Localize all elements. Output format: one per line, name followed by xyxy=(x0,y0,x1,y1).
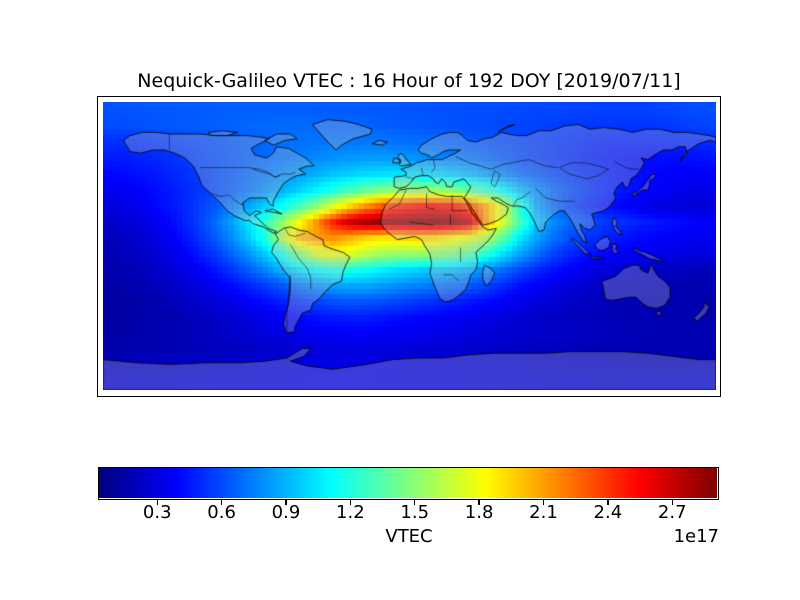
colorbar-scale-offset: 1e17 xyxy=(673,526,719,547)
chart-title: Nequick-Galileo VTEC : 16 Hour of 192 DO… xyxy=(137,70,681,92)
colorbar-tick-label: 2.7 xyxy=(657,502,687,523)
colorbar-label: VTEC xyxy=(385,526,433,547)
colorbar-tick-label: 0.3 xyxy=(142,502,172,523)
colorbar-tick-mark xyxy=(414,499,416,505)
colorbar-tick-mark xyxy=(156,499,158,505)
colorbar-tick-mark xyxy=(671,499,673,505)
colorbar-tick-mark xyxy=(607,499,609,505)
colorbar-tick-mark xyxy=(285,499,287,505)
world-map-canvas xyxy=(103,102,716,390)
colorbar-gradient-canvas xyxy=(99,468,718,499)
colorbar-tick-mark xyxy=(220,499,223,505)
colorbar-tick-mark xyxy=(542,499,545,505)
colorbar-tick-label: 0.6 xyxy=(207,502,236,523)
colorbar-tick-label: 1.2 xyxy=(336,502,365,523)
colorbar-tick-label: 1.8 xyxy=(464,502,494,523)
colorbar-tick-label: 2.4 xyxy=(593,502,623,523)
colorbar-tick-mark xyxy=(478,499,480,505)
colorbar-tick-mark xyxy=(349,499,352,505)
colorbar-tick-label: 1.5 xyxy=(400,502,430,523)
colorbar-tick-label: 2.1 xyxy=(529,502,558,523)
colorbar-tick-label: 0.9 xyxy=(271,502,301,523)
